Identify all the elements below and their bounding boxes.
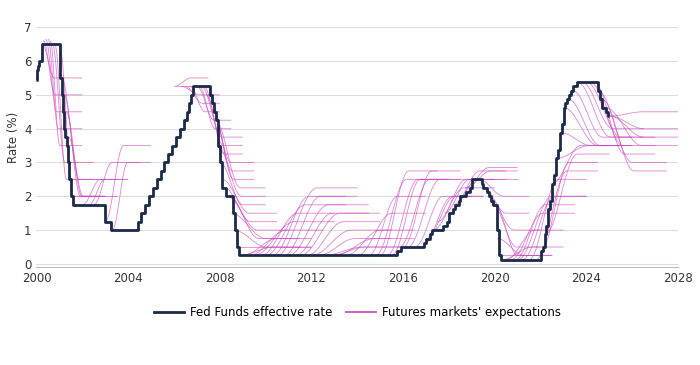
Legend: Fed Funds effective rate, Futures markets' expectations: Fed Funds effective rate, Futures market… — [149, 301, 565, 324]
Y-axis label: Rate (%): Rate (%) — [7, 111, 20, 163]
